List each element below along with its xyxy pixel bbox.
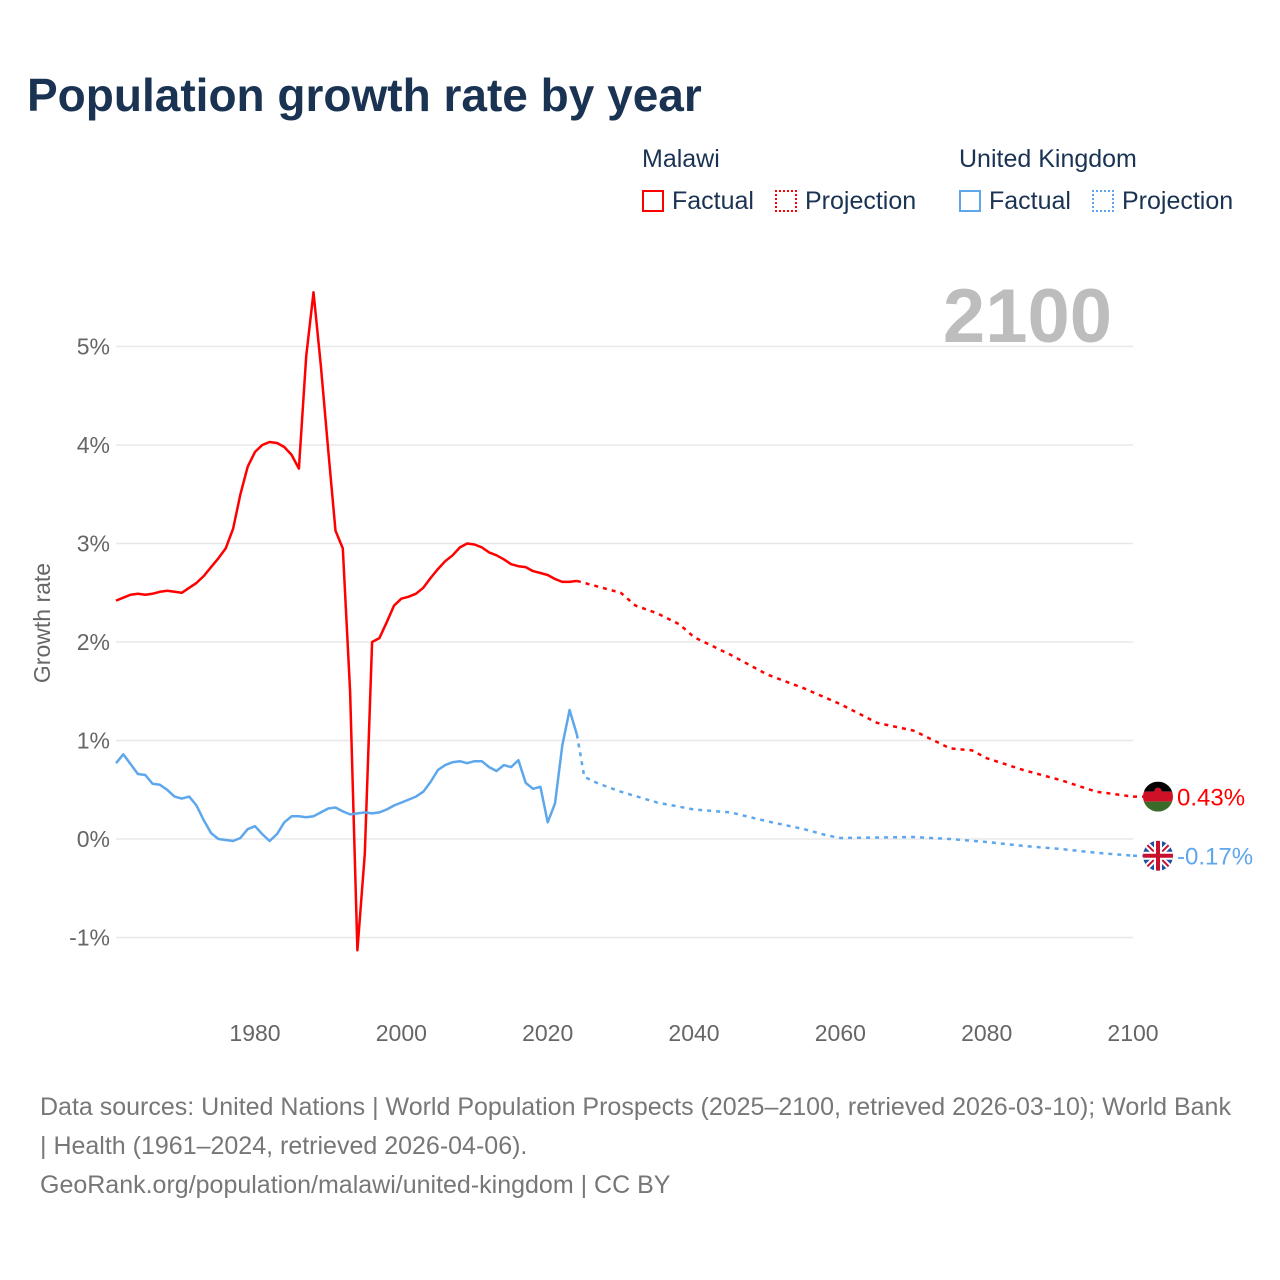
legend-label: Projection <box>805 187 917 215</box>
uk-end-label: -0.17% <box>1177 844 1253 871</box>
legend-malawi-factual[interactable]: Factual <box>642 187 754 216</box>
legend-swatch-solid <box>642 190 664 212</box>
malawi-end-label: 0.43% <box>1177 785 1245 812</box>
source-text: Data sources: United Nations | World Pop… <box>40 1093 1231 1160</box>
y-tick-label: 3% <box>77 531 110 557</box>
legend-label: Projection <box>1122 187 1234 215</box>
legend-swatch-dotted <box>1092 190 1114 212</box>
uk-factual-line <box>115 708 579 843</box>
malawi-projection-line <box>576 579 1134 798</box>
data-sources: Data sources: United Nations | World Pop… <box>40 1088 1240 1205</box>
x-tick-label: 2040 <box>668 1020 719 1046</box>
y-axis-label: Growth rate <box>29 563 55 683</box>
x-tick-label: 2020 <box>522 1020 573 1046</box>
x-tick-label: 2060 <box>815 1020 866 1046</box>
page-title: Population growth rate by year <box>27 69 702 121</box>
source-link[interactable]: GeoRank.org/population/malawi/united-kin… <box>40 1171 671 1199</box>
year-label: 2100 <box>943 274 1112 359</box>
x-tick-label: 2080 <box>961 1020 1012 1046</box>
legend-group-title: Malawi <box>642 145 720 173</box>
y-tick-label: 2% <box>77 629 110 655</box>
x-tick-label: 2000 <box>376 1020 427 1046</box>
legend-uk-factual[interactable]: Factual <box>959 187 1071 216</box>
legend-group-uk: United Kingdom <box>959 145 1137 174</box>
y-tick-label: -1% <box>69 925 110 951</box>
y-tick-label: 0% <box>77 826 110 852</box>
y-tick-label: 5% <box>77 334 110 360</box>
legend-label: Factual <box>989 187 1071 215</box>
malawi-factual-line <box>115 291 578 952</box>
legend-label: Factual <box>672 187 754 215</box>
x-tick-label: 1980 <box>229 1020 280 1046</box>
legend-swatch-dotted <box>775 190 797 212</box>
legend-swatch-solid <box>959 190 981 212</box>
malawi-flag-icon <box>1143 781 1173 812</box>
y-tick-label: 4% <box>77 432 110 458</box>
y-tick-label: 1% <box>77 728 110 754</box>
uk-projection-line <box>575 734 1134 857</box>
legend-uk-projection[interactable]: Projection <box>1092 187 1233 216</box>
x-tick-label: 2100 <box>1107 1020 1158 1046</box>
legend-group-title: United Kingdom <box>959 145 1137 173</box>
legend-malawi-projection[interactable]: Projection <box>775 187 916 216</box>
legend-group-malawi: Malawi <box>642 145 720 174</box>
uk-flag-icon <box>1143 840 1173 871</box>
